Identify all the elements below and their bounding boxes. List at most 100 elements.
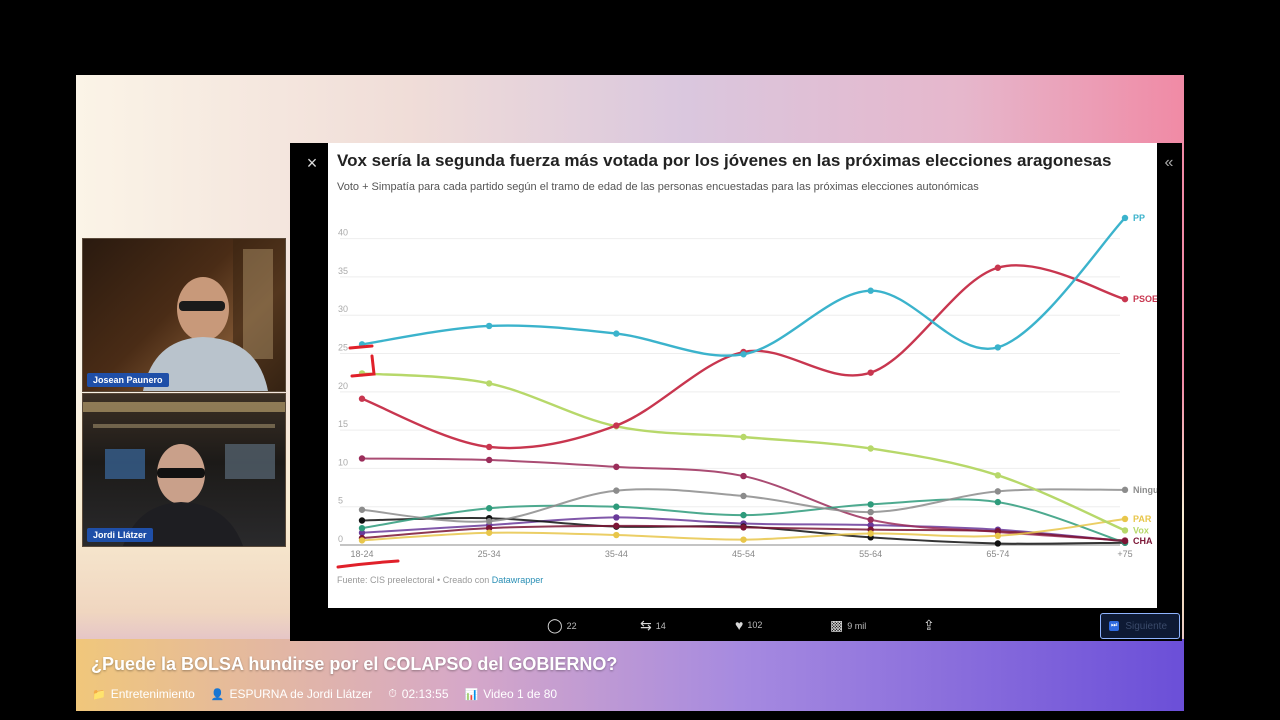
next-video-button[interactable]: ⏭ Siguiente [1100, 613, 1180, 639]
line-chart: 0 5 10 15 20 25 30 35 40 18-24 25-34 35-44 45-54 55-6… [336, 213, 1157, 569]
series-label: CHA [1133, 536, 1153, 546]
data-point [1121, 515, 1129, 523]
meta-channel[interactable]: 👤 ESPURNA de Jordi Llátzer [211, 687, 372, 701]
data-point [485, 322, 493, 330]
data-point [1121, 537, 1129, 545]
chart-source-link[interactable]: Datawrapper [491, 575, 544, 585]
data-point [994, 488, 1002, 495]
data-point [485, 518, 493, 525]
participant-name-1: Josean Paunero [87, 373, 169, 387]
data-point [613, 330, 620, 337]
next-label: Siguiente [1125, 620, 1168, 632]
shared-screen: × « 0 5 10 15 20 25 30 35 40 18-24 25-34 35-44 45-54… [290, 143, 1182, 641]
chart-card: 0 5 10 15 20 25 30 35 40 18-24 25-34 35-44 45-54 55-6… [328, 143, 1157, 608]
data-point [867, 369, 874, 376]
data-point [740, 524, 747, 531]
retweet-icon: ⇆ [640, 617, 652, 633]
data-point [994, 532, 1002, 540]
share-icon: ⇪ [923, 617, 935, 633]
retweet-button[interactable]: ⇆ 14 [640, 617, 666, 634]
data-point [613, 487, 620, 494]
data-point [740, 433, 747, 441]
timer-icon: ⏱ [388, 687, 397, 700]
tweet-actions: ◯ 22 ⇆ 14 ♥ 102 ▩ 9 mil ⇪ [290, 613, 1182, 641]
data-point [358, 395, 366, 402]
y-tick-label: 30 [338, 304, 348, 314]
series-label: PP [1133, 213, 1145, 223]
data-point [1121, 527, 1129, 534]
data-point [613, 422, 620, 429]
data-point [1121, 486, 1129, 494]
y-tick-label: 40 [338, 228, 348, 238]
data-point [613, 514, 620, 521]
y-tick-label: 20 [338, 381, 348, 391]
data-point [358, 517, 366, 524]
data-point [740, 472, 747, 480]
x-tick-label: 18-24 [350, 549, 373, 559]
video-title: ¿Puede la BOLSA hundirse por el COLAPSO … [91, 654, 618, 674]
series-label: Ningu [1133, 485, 1157, 495]
data-point [740, 511, 747, 519]
data-point [613, 463, 620, 471]
bar-chart-icon: ▩ [830, 617, 844, 633]
reply-icon: ◯ [547, 617, 563, 633]
share-button[interactable]: ⇪ [923, 617, 935, 634]
data-point [994, 540, 1002, 547]
data-point [740, 351, 747, 358]
reply-button[interactable]: ◯ 22 [547, 617, 577, 634]
views-button[interactable]: ▩ 9 mil [830, 617, 866, 634]
data-point [358, 537, 366, 544]
data-point [485, 443, 493, 451]
data-point [358, 455, 366, 462]
y-tick-label: 10 [338, 457, 348, 467]
data-point [485, 529, 493, 536]
data-point [867, 287, 874, 294]
reply-count: 22 [566, 620, 577, 631]
data-point [867, 508, 874, 516]
chart-title: Vox sería la segunda fuerza más votada p… [337, 151, 1112, 170]
annotation-underline [336, 559, 400, 569]
webcam-jordi: Jordi Llátzer [82, 393, 286, 547]
close-icon[interactable]: × [306, 153, 318, 173]
data-point [1121, 295, 1129, 303]
y-tick-label: 35 [338, 266, 348, 276]
webcam-josean: Josean Paunero [82, 238, 286, 392]
data-point [740, 536, 747, 543]
data-point [994, 344, 1002, 351]
data-point [358, 524, 366, 532]
data-point [485, 524, 493, 532]
data-point [613, 531, 620, 539]
data-point [867, 516, 874, 523]
retweet-count: 14 [655, 620, 666, 631]
data-point [867, 445, 874, 452]
position-label: Video 1 de 80 [483, 687, 558, 701]
category-label: Entretenimiento [110, 687, 195, 701]
heart-icon: ♥ [735, 617, 744, 633]
meta-duration: ⏱ 02:13:55 [388, 687, 448, 701]
data-point [867, 501, 874, 508]
person-silhouette-icon [83, 402, 285, 546]
y-tick-label: 25 [338, 343, 348, 353]
collapse-icon[interactable]: « [1164, 154, 1174, 171]
like-button[interactable]: ♥ 102 [735, 617, 762, 633]
data-point [485, 505, 493, 512]
folder-icon: 📁 [92, 688, 106, 701]
meta-category[interactable]: 📁 Entretenimiento [92, 687, 195, 701]
series-label: Vox [1133, 525, 1149, 535]
view-count: 9 mil [847, 620, 867, 631]
chart-source: Fuente: CIS preelectoral • Creado con Da… [337, 575, 543, 585]
y-tick-label: 0 [338, 534, 343, 544]
x-tick-label: +75 [1117, 549, 1132, 559]
chart-subtitle: Voto + Simpatía para cada partido según … [337, 181, 979, 193]
data-point [994, 472, 1002, 479]
data-point [994, 498, 1002, 506]
duration-label: 02:13:55 [401, 687, 449, 701]
x-tick-label: 35-44 [605, 549, 628, 559]
y-tick-label: 5 [338, 496, 343, 506]
x-tick-label: 45-54 [732, 549, 755, 559]
data-point [485, 456, 493, 464]
video-meta: 📁 Entretenimiento 👤 ESPURNA de Jordi Llá… [92, 687, 557, 701]
video-stage: Josean Paunero Jordi Llátzer × « 0 5 10 15 2… [76, 75, 1184, 711]
annotation-bracket [348, 344, 376, 378]
series-label: PSOE [1133, 294, 1157, 304]
